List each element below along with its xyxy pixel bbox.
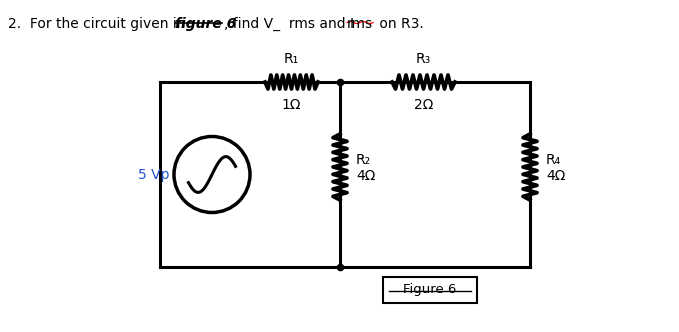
- Text: R₂: R₂: [356, 153, 371, 167]
- Text: R₁: R₁: [284, 52, 299, 66]
- Text: 1Ω: 1Ω: [282, 98, 301, 112]
- Text: 5 Vp: 5 Vp: [138, 168, 169, 182]
- Text: , find V_  rms and I: , find V_ rms and I: [224, 17, 354, 31]
- Text: R₄: R₄: [546, 153, 562, 167]
- Text: Figure 6: Figure 6: [403, 283, 457, 295]
- Text: 4Ω: 4Ω: [356, 169, 375, 183]
- Text: 2Ω: 2Ω: [414, 98, 433, 112]
- Text: rms: rms: [347, 17, 373, 31]
- FancyBboxPatch shape: [383, 277, 477, 303]
- Text: 4Ω: 4Ω: [546, 169, 566, 183]
- Text: figure 6: figure 6: [175, 17, 236, 31]
- Text: 2.  For the circuit given in: 2. For the circuit given in: [8, 17, 190, 31]
- Text: R₃: R₃: [416, 52, 431, 66]
- Text: on R3.: on R3.: [375, 17, 424, 31]
